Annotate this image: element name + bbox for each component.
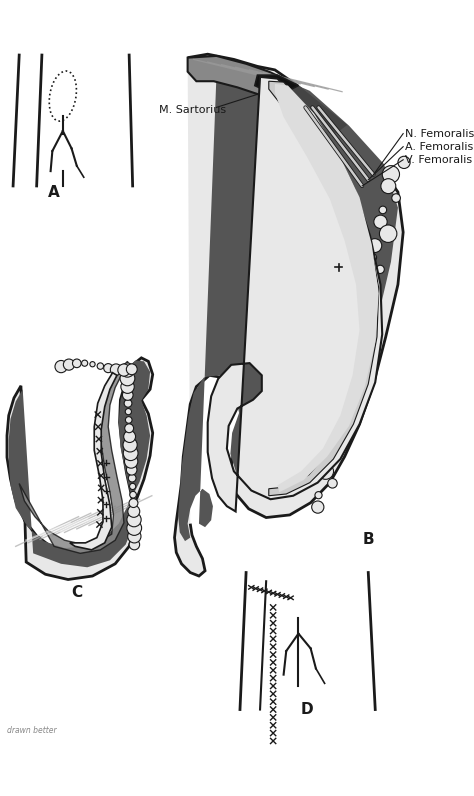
Polygon shape xyxy=(255,75,299,96)
Circle shape xyxy=(125,423,134,433)
Circle shape xyxy=(337,383,347,393)
Circle shape xyxy=(125,408,131,415)
Circle shape xyxy=(123,438,137,452)
Text: V. Femoralis: V. Femoralis xyxy=(405,154,472,165)
Circle shape xyxy=(120,371,135,386)
Circle shape xyxy=(129,540,140,550)
Circle shape xyxy=(329,419,340,429)
Polygon shape xyxy=(208,77,382,512)
Circle shape xyxy=(343,359,355,370)
Circle shape xyxy=(368,239,382,252)
Text: B: B xyxy=(363,532,374,547)
Circle shape xyxy=(379,206,387,213)
Circle shape xyxy=(90,361,95,367)
Circle shape xyxy=(376,265,384,274)
Circle shape xyxy=(369,254,377,261)
Circle shape xyxy=(55,361,67,373)
Polygon shape xyxy=(288,84,347,134)
Circle shape xyxy=(356,284,374,302)
Polygon shape xyxy=(19,361,129,553)
Circle shape xyxy=(392,193,401,202)
Circle shape xyxy=(124,431,136,443)
Circle shape xyxy=(73,359,81,368)
Circle shape xyxy=(328,478,337,488)
Circle shape xyxy=(128,474,136,482)
Circle shape xyxy=(374,215,387,228)
Circle shape xyxy=(124,400,132,408)
Polygon shape xyxy=(178,73,398,541)
Circle shape xyxy=(128,505,140,517)
Circle shape xyxy=(379,225,397,243)
Circle shape xyxy=(315,492,322,499)
Circle shape xyxy=(118,364,130,377)
Circle shape xyxy=(330,432,337,439)
Circle shape xyxy=(381,178,396,193)
Polygon shape xyxy=(70,373,117,550)
Polygon shape xyxy=(7,358,153,579)
Circle shape xyxy=(129,498,138,508)
Circle shape xyxy=(125,455,138,468)
Circle shape xyxy=(110,364,122,376)
Circle shape xyxy=(129,483,136,490)
Circle shape xyxy=(127,521,142,536)
Circle shape xyxy=(130,491,137,498)
Circle shape xyxy=(82,360,88,366)
Circle shape xyxy=(382,166,400,183)
Polygon shape xyxy=(188,56,295,96)
Polygon shape xyxy=(174,54,403,576)
Circle shape xyxy=(120,363,135,377)
Circle shape xyxy=(126,416,132,423)
Polygon shape xyxy=(9,361,150,568)
Polygon shape xyxy=(269,81,379,496)
Circle shape xyxy=(122,390,133,400)
Circle shape xyxy=(356,333,372,349)
Circle shape xyxy=(121,380,134,393)
Circle shape xyxy=(333,392,349,408)
Circle shape xyxy=(127,465,137,475)
Text: A. Femoralis: A. Femoralis xyxy=(405,142,473,152)
Circle shape xyxy=(318,451,335,468)
Text: C: C xyxy=(71,585,82,600)
Text: M. Sartorius: M. Sartorius xyxy=(159,105,226,115)
Circle shape xyxy=(342,344,359,361)
Circle shape xyxy=(335,442,346,453)
Circle shape xyxy=(318,463,334,479)
Circle shape xyxy=(353,373,360,380)
Circle shape xyxy=(64,359,74,370)
Circle shape xyxy=(127,364,137,375)
Circle shape xyxy=(340,404,356,420)
Circle shape xyxy=(398,156,410,169)
Circle shape xyxy=(123,446,138,461)
Circle shape xyxy=(97,363,104,369)
Circle shape xyxy=(360,274,374,288)
Circle shape xyxy=(104,364,113,373)
Text: A: A xyxy=(48,185,60,201)
Polygon shape xyxy=(275,84,379,492)
Circle shape xyxy=(355,314,363,321)
Circle shape xyxy=(312,501,324,513)
Circle shape xyxy=(353,324,362,334)
Text: D: D xyxy=(301,702,313,717)
Text: drawn better: drawn better xyxy=(7,726,56,735)
Circle shape xyxy=(127,513,141,527)
Circle shape xyxy=(128,529,141,543)
Circle shape xyxy=(366,298,379,311)
Text: N. Femoralis: N. Femoralis xyxy=(405,129,474,139)
